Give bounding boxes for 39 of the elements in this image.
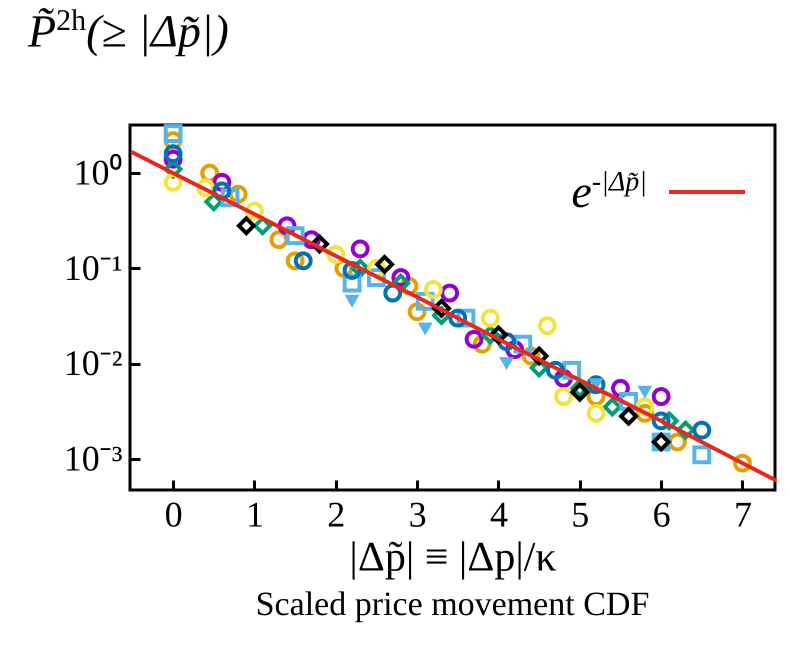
point: [236, 216, 256, 236]
point: [586, 404, 606, 423]
point: [464, 330, 484, 349]
point: [164, 144, 183, 164]
x-tick-label: 6: [652, 494, 671, 534]
point: [554, 387, 573, 406]
point: [570, 382, 590, 402]
x-tick-label: 5: [571, 494, 590, 534]
point: [538, 316, 557, 336]
point: [424, 280, 443, 299]
text: Scaled price movement CDF: [256, 586, 650, 623]
x-tick-label: 4: [490, 494, 508, 534]
y-tick-label: 10⁰: [74, 152, 122, 193]
point: [294, 251, 313, 270]
x-axis-title: |Δp̃| ≡ |Δp|/κ: [349, 534, 557, 580]
y-tick-label: 10⁻³: [64, 438, 123, 478]
point: [499, 357, 514, 370]
x-tick-label: 3: [408, 494, 427, 534]
point: [375, 254, 394, 274]
point: [440, 284, 460, 302]
point: [652, 387, 671, 406]
point: [637, 386, 652, 399]
line-series: [130, 150, 777, 482]
point: [692, 420, 712, 440]
point: [692, 445, 712, 464]
point: [619, 406, 638, 426]
point: [350, 239, 370, 258]
point: [418, 322, 433, 336]
y-tick-label: 10⁻¹: [64, 248, 122, 288]
point: [344, 294, 360, 308]
y-axis-title: P̃$^{2h}$(≥ |Δp̃|): [28, 4, 229, 58]
point: [480, 308, 500, 328]
x-tick-label: 0: [164, 494, 183, 534]
y-tick-label: 10⁻²: [64, 343, 122, 384]
x-tick-label: 2: [327, 494, 346, 534]
x-tick-label: 7: [734, 494, 752, 534]
legend-label: e$^{-|Δp̃|}$: [571, 165, 647, 218]
x-tick-label: 1: [246, 494, 264, 534]
point: [164, 124, 183, 144]
